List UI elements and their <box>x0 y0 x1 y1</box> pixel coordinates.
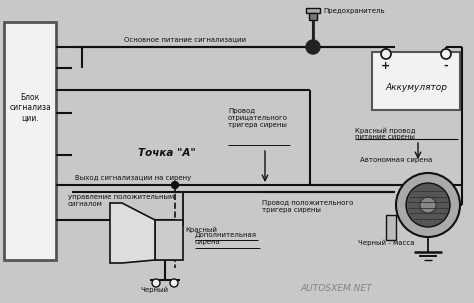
Text: Блок
сигнализа
ции.: Блок сигнализа ции. <box>9 93 51 123</box>
Bar <box>309 13 317 20</box>
Circle shape <box>441 49 451 59</box>
Text: Красный провод
питание сирены: Красный провод питание сирены <box>355 127 415 141</box>
Text: Дополнительная
сирена: Дополнительная сирена <box>195 232 257 245</box>
Text: Провод
отрицательного
тригера сирены: Провод отрицательного тригера сирены <box>228 108 288 128</box>
Text: Черный - масса: Черный - масса <box>358 240 414 247</box>
Text: Выход сигнализации на сирену: Выход сигнализации на сирену <box>75 175 191 181</box>
Text: Провод положительного
тригера сирены: Провод положительного тригера сирены <box>262 200 354 213</box>
Bar <box>155 220 183 260</box>
Bar <box>306 8 320 13</box>
Text: -: - <box>444 61 448 71</box>
Text: Аккумулятор: Аккумулятор <box>385 83 447 92</box>
Text: AUTOSXEM.NET: AUTOSXEM.NET <box>300 284 372 293</box>
Polygon shape <box>110 203 155 263</box>
Circle shape <box>406 183 450 227</box>
Text: Красный: Красный <box>185 227 217 233</box>
Text: Черный: Черный <box>140 287 168 293</box>
Text: Предохранитель: Предохранитель <box>323 8 384 14</box>
Circle shape <box>306 40 320 54</box>
Text: Точка "А": Точка "А" <box>138 148 196 158</box>
Circle shape <box>420 197 436 213</box>
Circle shape <box>172 181 179 188</box>
Text: управление положительным
сигналом: управление положительным сигналом <box>68 194 174 207</box>
Circle shape <box>152 279 160 287</box>
Circle shape <box>381 49 391 59</box>
Text: Основное питание сигнализации: Основное питание сигнализации <box>124 36 246 42</box>
Circle shape <box>170 279 178 287</box>
Circle shape <box>396 173 460 237</box>
Bar <box>4 22 56 260</box>
Text: Автономная сирена: Автономная сирена <box>360 157 432 163</box>
Bar <box>386 215 396 240</box>
Text: +: + <box>382 61 391 71</box>
Bar <box>372 52 460 110</box>
